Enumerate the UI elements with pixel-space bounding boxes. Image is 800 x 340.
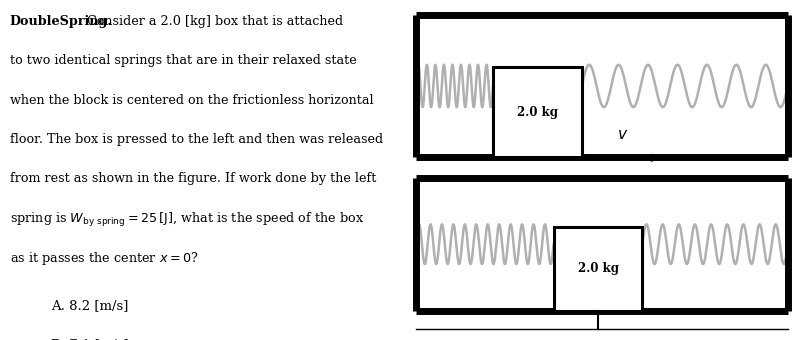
Text: from rest as shown in the figure. If work done by the left: from rest as shown in the figure. If wor…	[10, 172, 376, 185]
Text: DoubleSpring.: DoubleSpring.	[10, 15, 113, 28]
Text: $v$: $v$	[617, 129, 628, 142]
Bar	[493, 67, 582, 157]
Text: Consider a 2.0 [kg] box that is attached: Consider a 2.0 [kg] box that is attached	[87, 15, 343, 28]
Text: A. 8.2 [m/s]: A. 8.2 [m/s]	[51, 299, 129, 312]
Text: as it passes the center $x = 0$?: as it passes the center $x = 0$?	[10, 250, 198, 267]
Bar	[554, 226, 642, 311]
Text: floor. The box is pressed to the left and then was released: floor. The box is pressed to the left an…	[10, 133, 383, 146]
Text: to two identical springs that are in their relaxed state: to two identical springs that are in the…	[10, 54, 357, 67]
Text: B. 7.1 [m/s]: B. 7.1 [m/s]	[51, 338, 129, 340]
Text: spring is $W_{\mathrm{by\ spring}} = 25\,[\mathrm{J}]$, what is the speed of the: spring is $W_{\mathrm{by\ spring}} = 25\…	[10, 211, 364, 229]
Text: when the block is centered on the frictionless horizontal: when the block is centered on the fricti…	[10, 94, 374, 106]
Text: 2.0 kg: 2.0 kg	[578, 262, 618, 275]
Text: 2.0 kg: 2.0 kg	[517, 105, 558, 119]
